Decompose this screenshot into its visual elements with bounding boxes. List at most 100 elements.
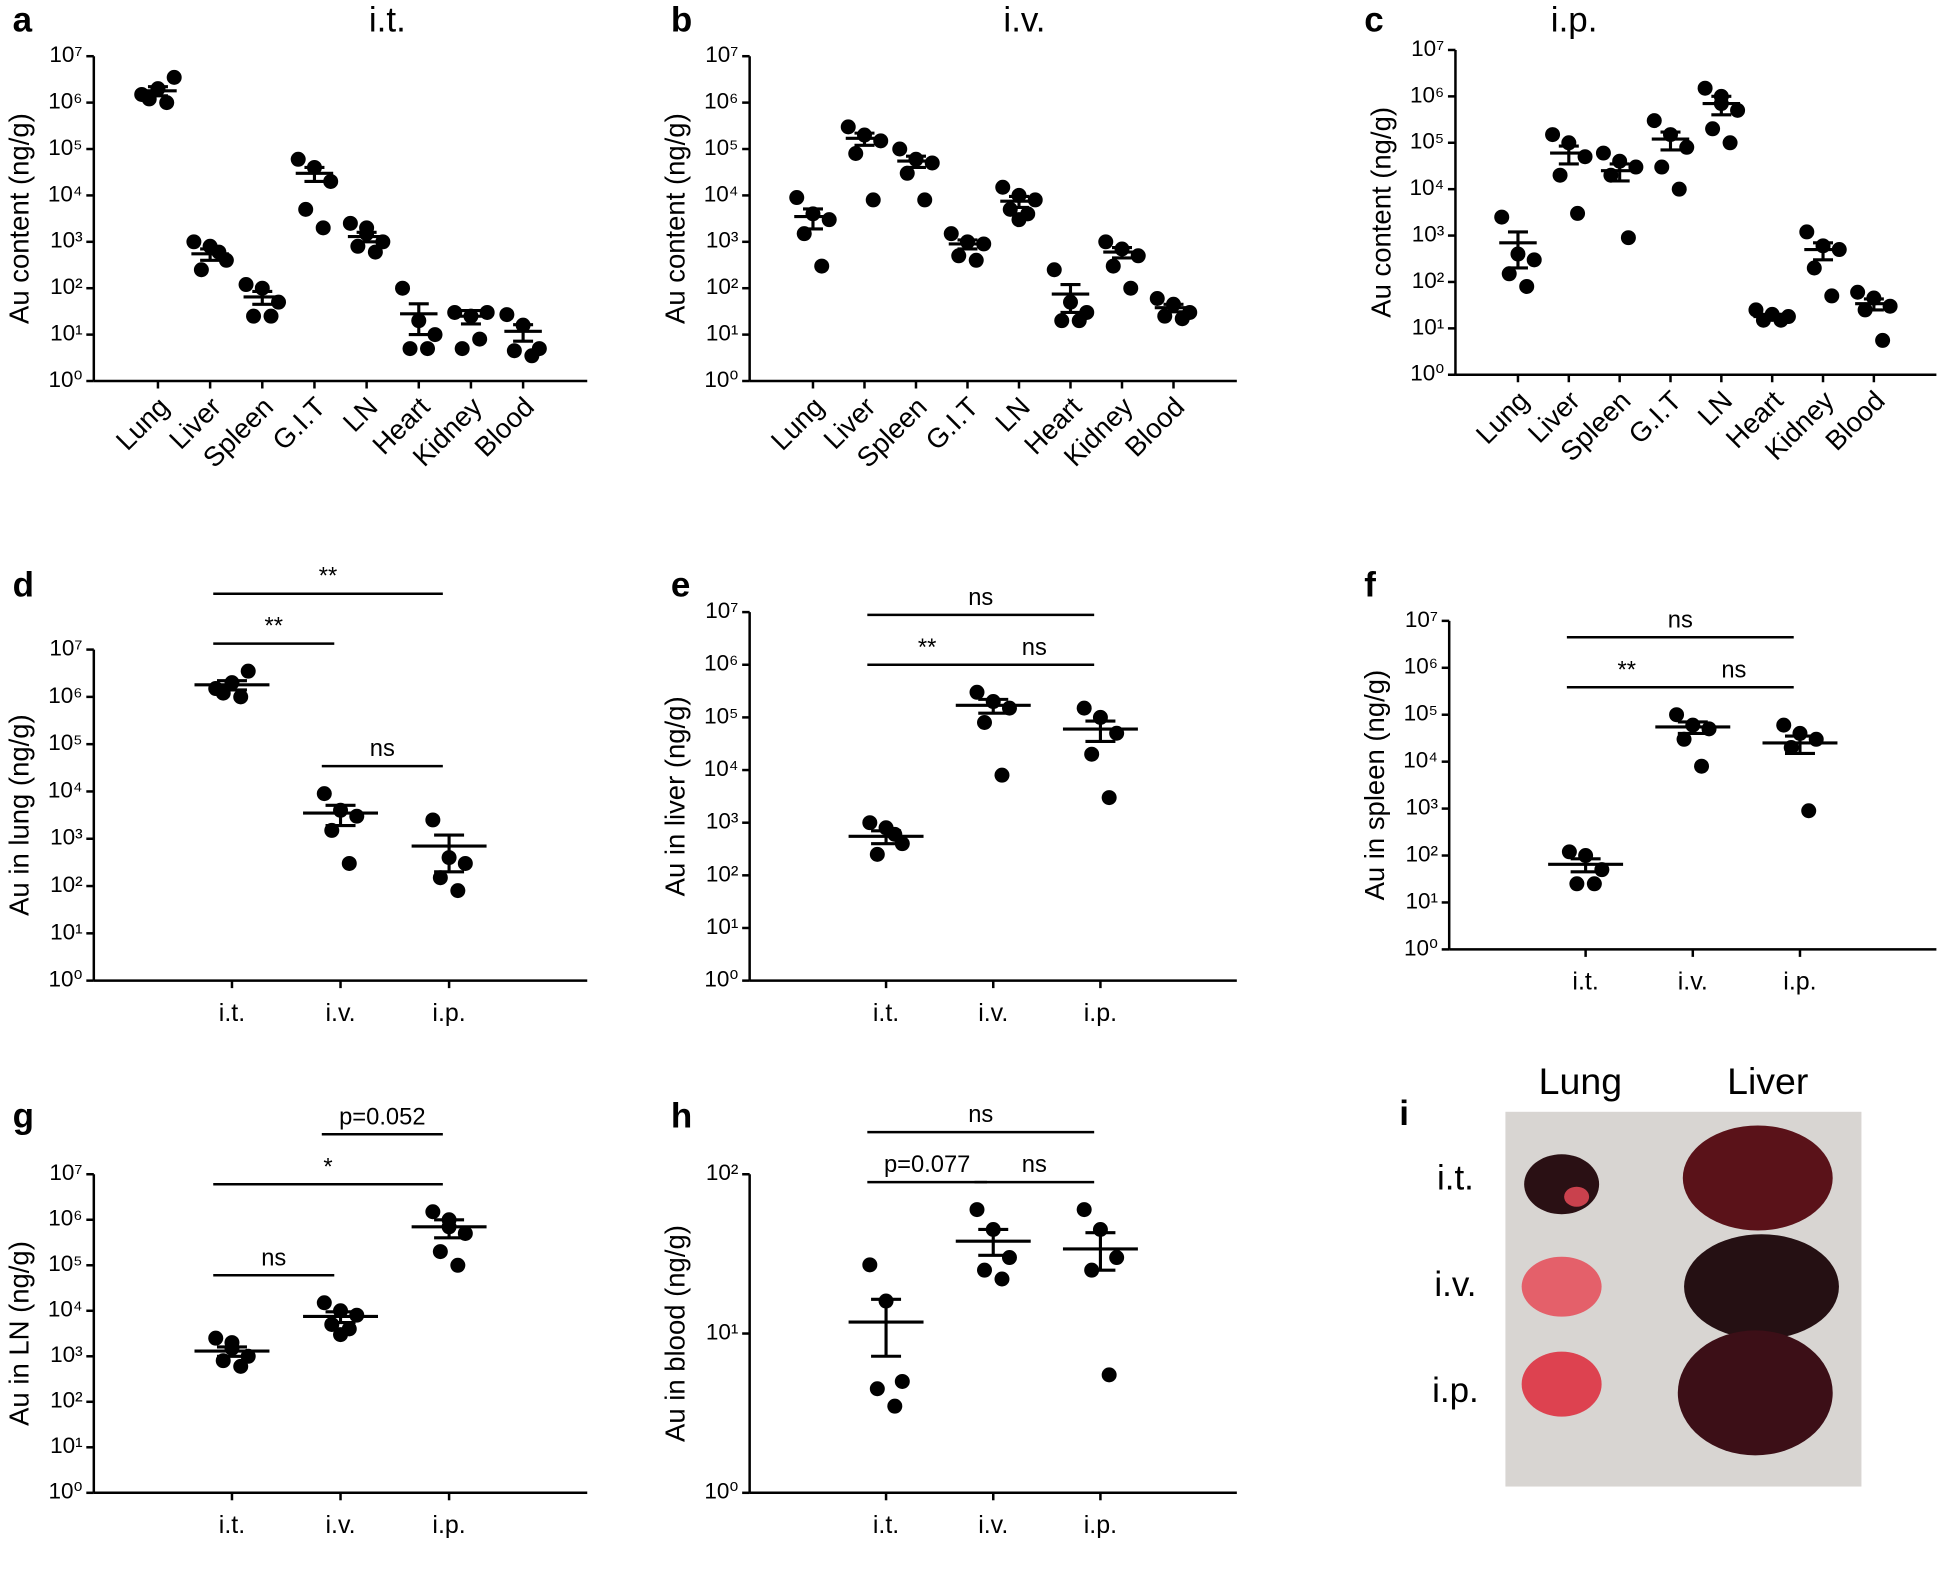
x-tick-label: i.t.: [873, 1511, 899, 1539]
data-point: [450, 1257, 466, 1273]
y-tick-label: 10³: [50, 1342, 83, 1367]
error-bar: [1863, 297, 1884, 312]
data-point: [1569, 876, 1585, 892]
data-point: [924, 155, 940, 171]
y-axis-label: Au in spleen (ng/g): [1359, 670, 1390, 901]
data-point: [1046, 262, 1062, 278]
data-point: [499, 307, 515, 323]
panel-label: b: [671, 1, 692, 40]
error-bar: [216, 679, 247, 692]
data-point: [1595, 145, 1611, 161]
data-point: [1882, 298, 1898, 314]
error-bar: [1570, 857, 1601, 874]
data-point: [1084, 746, 1100, 762]
data-point: [1671, 181, 1687, 197]
data-point: [969, 1202, 985, 1218]
data-point: [342, 215, 358, 231]
chart-title: i.t.: [369, 1, 406, 40]
data-point: [290, 151, 306, 167]
data-point: [848, 146, 864, 162]
y-tick-label: 10¹: [50, 1433, 82, 1458]
data-point: [1577, 149, 1593, 165]
data-point: [447, 304, 463, 320]
error-bar: [216, 1345, 247, 1358]
data-point: [233, 1358, 249, 1374]
data-point: [1001, 1250, 1017, 1266]
data-point: [1123, 280, 1139, 296]
y-tick-label: 10⁶: [704, 651, 738, 676]
error-bar: [513, 323, 534, 343]
data-point: [1101, 1367, 1117, 1383]
y-tick-label: 10⁰: [704, 367, 738, 392]
y-tick-label: 10³: [1412, 222, 1445, 247]
data-point: [479, 304, 495, 320]
data-point: [1076, 1202, 1092, 1218]
organ: [1677, 1330, 1833, 1456]
data-point: [1002, 201, 1018, 217]
y-tick-label: 10¹: [50, 321, 82, 346]
y-tick-label: 10⁷: [705, 42, 738, 67]
significance-label: *: [323, 1154, 332, 1180]
organ: [1521, 1256, 1602, 1317]
data-point: [1628, 159, 1644, 175]
y-axis-label: Au in blood (ng/g): [659, 1225, 690, 1442]
data-point: [1697, 80, 1713, 96]
data-point: [457, 855, 473, 871]
column-label: Lung: [1539, 1060, 1622, 1102]
data-point: [324, 1316, 340, 1332]
significance-label: ns: [968, 1102, 993, 1128]
data-point: [1850, 284, 1866, 300]
y-tick-label: 10²: [1405, 841, 1438, 866]
error-bar: [1163, 302, 1184, 314]
error-bar: [147, 85, 168, 98]
significance-label: **: [319, 564, 337, 590]
data-point: [159, 95, 175, 111]
y-axis-label: Au content (ng/g): [1365, 107, 1396, 318]
data-point: [814, 258, 830, 274]
y-tick-label: 10⁵: [48, 1251, 82, 1276]
error-bar: [1558, 144, 1579, 166]
data-point: [141, 91, 157, 107]
error-bar: [325, 1310, 356, 1325]
data-point: [869, 846, 885, 862]
y-tick-label: 10⁵: [1404, 701, 1438, 726]
y-tick-label: 10⁰: [49, 1479, 83, 1504]
x-tick-label: i.v.: [325, 999, 355, 1027]
x-tick-label: i.p.: [1084, 1511, 1117, 1539]
x-tick-label: i.p.: [432, 1511, 465, 1539]
organ: [1564, 1186, 1590, 1207]
significance-label: ns: [1721, 657, 1746, 683]
significance-label: **: [265, 614, 283, 640]
significance-label: ns: [1022, 635, 1047, 661]
significance-label: ns: [1668, 607, 1693, 633]
error-bar: [905, 154, 926, 170]
error-bar: [1060, 282, 1081, 315]
y-tick-label: 10⁷: [1411, 36, 1444, 61]
y-tick-label: 10²: [706, 274, 739, 299]
y-axis-label: Au in LN (ng/g): [4, 1241, 35, 1426]
data-point: [821, 212, 837, 228]
error-bar: [434, 833, 465, 874]
y-tick-label: 10⁴: [704, 181, 739, 206]
data-point: [402, 341, 418, 357]
data-point: [1875, 332, 1891, 348]
x-tick-label: i.t.: [873, 999, 899, 1027]
data-point: [869, 1381, 885, 1397]
error-bar: [252, 289, 273, 306]
error-bar: [325, 803, 356, 828]
data-point: [969, 684, 985, 700]
data-point: [1545, 127, 1561, 143]
panel-label: d: [13, 565, 34, 604]
data-point: [506, 343, 522, 359]
y-tick-label: 10⁴: [704, 756, 739, 781]
significance-label: ns: [261, 1245, 286, 1271]
data-point: [450, 883, 466, 899]
error-bar: [304, 165, 325, 184]
data-point: [1076, 700, 1092, 716]
organ: [1524, 1154, 1600, 1215]
data-point: [894, 1373, 910, 1389]
data-point: [1552, 167, 1568, 183]
data-point: [968, 252, 984, 268]
data-point: [211, 244, 227, 260]
data-point: [193, 262, 209, 278]
